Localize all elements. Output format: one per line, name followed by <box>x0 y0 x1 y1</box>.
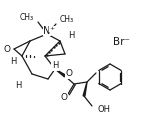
Text: O: O <box>4 44 11 53</box>
Text: OH: OH <box>98 105 111 113</box>
Text: +: + <box>49 27 55 31</box>
Text: H: H <box>16 81 22 90</box>
Text: O: O <box>66 70 73 79</box>
Text: H: H <box>68 31 74 40</box>
Text: O: O <box>61 94 67 103</box>
Text: H: H <box>10 57 16 66</box>
Text: CH₃: CH₃ <box>60 16 74 25</box>
Text: CH₃: CH₃ <box>20 14 34 23</box>
Polygon shape <box>83 82 87 96</box>
Text: N: N <box>43 26 51 36</box>
Text: H: H <box>52 62 58 70</box>
Text: Br⁻: Br⁻ <box>113 37 131 47</box>
Polygon shape <box>55 69 66 77</box>
